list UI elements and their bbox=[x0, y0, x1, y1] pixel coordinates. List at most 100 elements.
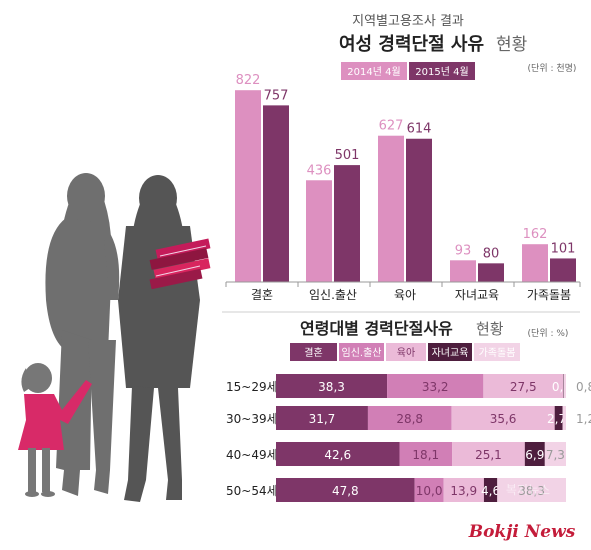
legend-swatch-2 bbox=[386, 343, 426, 361]
books-icon bbox=[149, 238, 211, 290]
segment-label-3-4: 38,3 bbox=[518, 484, 545, 498]
segment-label-1-2: 35,6 bbox=[490, 412, 517, 426]
segment-label-3-3: 4,6 bbox=[481, 484, 500, 498]
segment-label-1-3: 2,7 bbox=[547, 412, 566, 426]
category-label-0: 결혼 bbox=[251, 288, 273, 302]
segment-label-0-2: 27,5 bbox=[510, 380, 537, 394]
segment-3-0 bbox=[276, 478, 415, 502]
unit-label-top: (단위 : 천명) bbox=[528, 63, 577, 74]
bar-2014-2 bbox=[378, 135, 404, 282]
stacked-bar-chart: 15~29세 38,3 33,2 27,5 0,2 0,8 30~39세 31,7 28,8 35… bbox=[226, 374, 591, 502]
segment-label-1-1: 28,8 bbox=[396, 412, 423, 426]
data-label-2014-4: 162 bbox=[523, 227, 548, 242]
segment-1-3 bbox=[554, 406, 563, 430]
legend-2015-swatch bbox=[409, 62, 475, 80]
legend-swatch-0 bbox=[290, 343, 337, 361]
category-label-4: 가족돌봄 bbox=[527, 288, 571, 302]
bar-2014-0 bbox=[235, 90, 261, 282]
segment-label-1-4: 1,2 bbox=[576, 412, 591, 426]
bar-2014-4 bbox=[522, 244, 548, 282]
chart2-title-suffix: 현황 bbox=[476, 320, 504, 338]
segment-3-1 bbox=[414, 478, 444, 502]
legend-label-1: 임신.출산 bbox=[342, 346, 382, 359]
segment-3-2 bbox=[443, 478, 484, 502]
segment-label-1-0: 31,7 bbox=[309, 412, 336, 426]
data-label-2015-2: 614 bbox=[407, 122, 432, 137]
segment-label-0-0: 38,3 bbox=[318, 380, 345, 394]
watermark: 복지뉴스 bbox=[506, 483, 550, 497]
segment-label-0-1: 33,2 bbox=[422, 380, 449, 394]
category-label-3: 자녀교육 bbox=[455, 288, 499, 302]
segment-label-2-3: 6,9 bbox=[525, 448, 544, 462]
data-label-2015-3: 80 bbox=[483, 246, 500, 261]
segment-label-2-2: 25,1 bbox=[475, 448, 502, 462]
chart2-title: 연령대별 경력단절사유 bbox=[300, 319, 453, 338]
segment-1-0 bbox=[276, 406, 368, 430]
bar-2015-4 bbox=[550, 258, 576, 282]
age-label-3: 50~54세 bbox=[226, 484, 278, 498]
age-label-1: 30~39세 bbox=[226, 412, 278, 426]
segment-1-1 bbox=[367, 406, 452, 430]
legend-swatch-1 bbox=[339, 343, 384, 361]
segment-0-4 bbox=[563, 374, 566, 398]
segment-3-3 bbox=[483, 478, 498, 502]
segment-0-2 bbox=[483, 374, 564, 398]
data-label-2014-2: 627 bbox=[379, 119, 404, 134]
legend-2014-label: 2014년 4월 bbox=[347, 66, 400, 78]
bar-2014-1 bbox=[306, 180, 332, 282]
category-label-1: 임신.출산 bbox=[309, 288, 357, 302]
segment-1-4 bbox=[562, 406, 566, 430]
segment-label-0-3: 0,2 bbox=[552, 380, 571, 394]
segment-label-0-4: 0,8 bbox=[576, 380, 591, 394]
data-label-2015-1: 501 bbox=[335, 148, 360, 163]
segment-label-2-0: 42,6 bbox=[324, 448, 351, 462]
data-label-2014-1: 436 bbox=[307, 163, 332, 178]
segment-2-0 bbox=[276, 442, 400, 466]
bar-2015-3 bbox=[478, 263, 504, 282]
woman-silhouette bbox=[118, 175, 200, 502]
segment-2-2 bbox=[452, 442, 525, 466]
age-label-0: 15~29세 bbox=[226, 380, 278, 394]
legend-label-0: 결혼 bbox=[304, 346, 322, 359]
legend-label-4: 가족돌봄 bbox=[479, 347, 516, 359]
segment-label-3-1: 10,0 bbox=[416, 484, 443, 498]
data-label-2015-0: 757 bbox=[264, 88, 289, 103]
legend-label-3: 자녀교육 bbox=[432, 347, 469, 359]
category-label-2: 육아 bbox=[394, 288, 416, 302]
segment-2-1 bbox=[399, 442, 453, 466]
bar-2015-0 bbox=[263, 105, 289, 282]
segment-label-3-0: 47,8 bbox=[332, 484, 359, 498]
chart-title-suffix: 현황 bbox=[496, 35, 527, 55]
segment-0-3 bbox=[563, 374, 564, 398]
legend-bottom: 결혼 임신.출산 육아 자녀교육 가족돌봄 bbox=[290, 343, 520, 361]
bar-2015-1 bbox=[334, 165, 360, 282]
legend-swatch-3 bbox=[428, 343, 472, 361]
segment-3-4 bbox=[497, 478, 566, 502]
legend-label-2: 육아 bbox=[397, 347, 415, 359]
legend-2015-label: 2015년 4월 bbox=[415, 66, 468, 78]
data-label-2014-3: 93 bbox=[455, 243, 472, 258]
data-label-2014-0: 822 bbox=[236, 73, 261, 88]
bar-2015-2 bbox=[406, 138, 432, 282]
segment-2-3 bbox=[524, 442, 545, 466]
age-label-2: 40~49세 bbox=[226, 448, 278, 462]
bar-2014-3 bbox=[450, 260, 476, 282]
data-label-2015-4: 101 bbox=[551, 241, 576, 256]
chart-subtitle: 지역별고용조사 결과 bbox=[352, 14, 464, 29]
legend-swatch-4 bbox=[474, 343, 520, 361]
segment-2-4 bbox=[544, 442, 566, 466]
unit-label-bottom: (단위 : %) bbox=[528, 328, 569, 339]
brand-logo: Bokji News bbox=[468, 522, 576, 542]
segment-0-0 bbox=[276, 374, 388, 398]
chart-title: 여성 경력단절 사유 bbox=[339, 34, 484, 55]
segment-label-2-4: 7,3 bbox=[546, 448, 565, 462]
segment-0-1 bbox=[387, 374, 484, 398]
segment-label-2-1: 18,1 bbox=[412, 448, 439, 462]
segment-label-3-2: 13,9 bbox=[450, 484, 477, 498]
silhouette-illustration bbox=[18, 173, 211, 502]
legend-top: 2014년 4월 2015년 4월 bbox=[341, 62, 475, 80]
legend-2014-swatch bbox=[341, 62, 407, 80]
segment-1-2 bbox=[451, 406, 555, 430]
